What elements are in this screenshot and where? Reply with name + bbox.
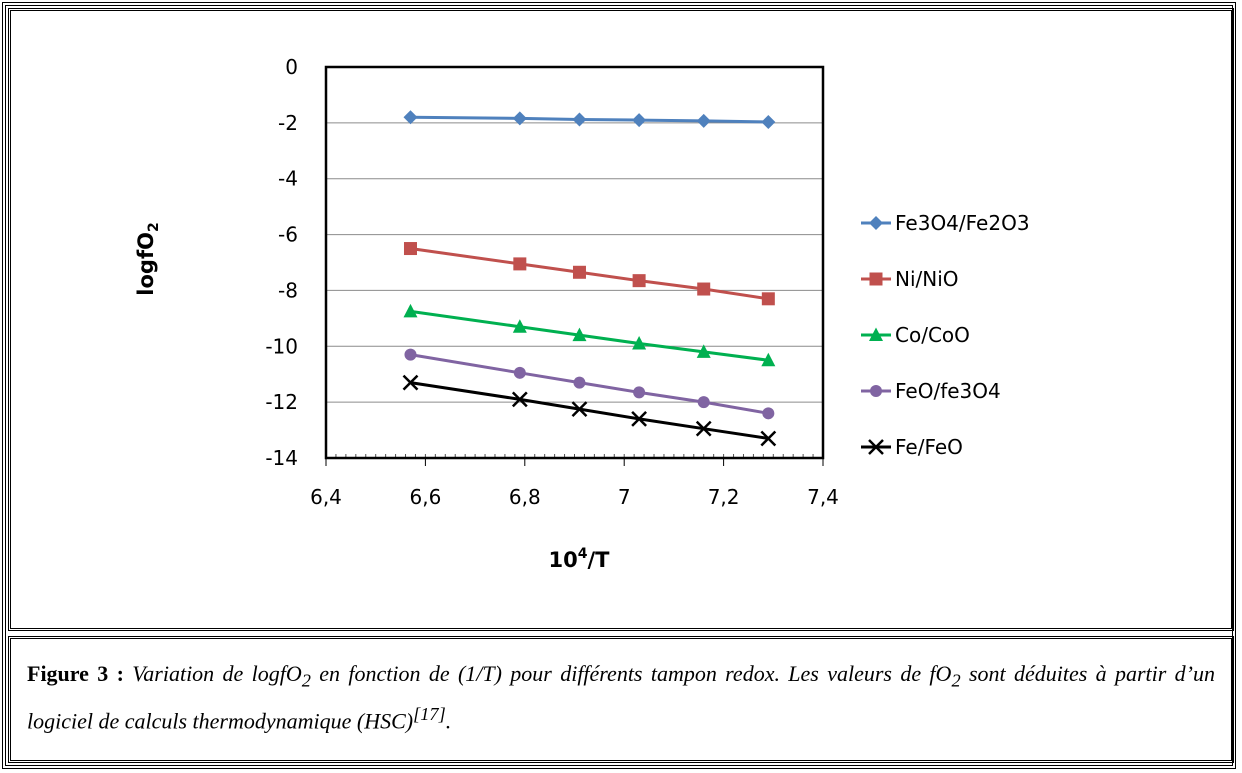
- data-point-co-coo: [572, 327, 587, 342]
- data-point-fe-feo: [511, 391, 528, 408]
- data-point-fe3o4-fe2o3: [696, 113, 711, 128]
- legend-marker-fe3o4-fe2o3: [869, 216, 883, 230]
- y-tick-label: -14: [265, 446, 298, 470]
- series-line-fe3o4-fe2o3: [410, 115, 769, 124]
- data-point-feo-fe3o4: [513, 366, 526, 379]
- data-point-fe3o4-fe2o3: [572, 112, 587, 127]
- data-point-ni-nio: [513, 257, 527, 271]
- x-marker-stroke: [402, 374, 419, 391]
- y-tick-label: -10: [265, 334, 298, 358]
- caption-text-3: sont déduites à partir d’un logiciel de …: [27, 661, 1216, 734]
- figure-caption: Figure 3 : Variation de logfO2 en foncti…: [8, 636, 1234, 763]
- x-tick-label: 7: [618, 485, 631, 509]
- data-point-fe3o4-fe2o3: [512, 111, 527, 126]
- legend-marker-ni-nio: [869, 272, 883, 286]
- legend-label-feo-fe3o4: FeO/fe3O4: [895, 379, 1001, 403]
- data-point-fe-feo: [760, 430, 777, 447]
- legend-marker-fe-feo: [868, 439, 884, 455]
- x-marker-stroke: [631, 411, 647, 427]
- x-tick-label: 7,4: [807, 485, 839, 509]
- y-tick-label: 0: [285, 55, 298, 79]
- legend-marker-co-coo: [869, 327, 883, 341]
- caption-sub-1: 2: [301, 670, 311, 691]
- data-point-feo-fe3o4: [633, 386, 646, 399]
- y-axis-label: logfO2: [134, 222, 162, 295]
- x-marker-stroke: [571, 401, 588, 418]
- x-tick-label: 7,2: [708, 485, 740, 509]
- legend-label-co-coo: Co/CoO: [895, 323, 970, 347]
- caption-sub-2: 2: [951, 670, 961, 691]
- data-point-ni-nio: [697, 282, 711, 296]
- data-point-co-coo: [512, 319, 527, 333]
- line-chart: 0 -2 -4 -6 -8 -10 -12 -14 6,4 6,6 6,8 7 7,2 7,4 Fe3O4…: [134, 55, 1030, 572]
- data-point-fe-feo: [695, 420, 712, 437]
- series-line-ni-nio: [410, 247, 769, 301]
- y-tick-label: -4: [278, 167, 298, 191]
- x-tick-label: 6,6: [409, 485, 441, 509]
- data-point-feo-fe3o4: [697, 396, 710, 409]
- x-tick-label: 6,8: [509, 485, 541, 509]
- series-line-fe-feo: [410, 381, 769, 440]
- data-point-fe3o4-fe2o3: [761, 115, 776, 130]
- y-tick-label: -6: [278, 223, 298, 247]
- x-tick-label: 6,4: [310, 485, 342, 509]
- data-point-feo-fe3o4: [404, 348, 417, 361]
- y-tick-label: -2: [278, 111, 298, 135]
- data-point-feo-fe3o4: [762, 407, 775, 420]
- legend-marker-feo-fe3o4: [870, 385, 882, 397]
- x-marker-stroke: [760, 430, 777, 447]
- caption-label: Figure 3 :: [27, 661, 124, 686]
- caption-text-4: .: [445, 708, 452, 734]
- caption-reference: [17]: [413, 704, 446, 725]
- data-point-ni-nio: [761, 292, 775, 306]
- caption-text-2: en fonction de (1/T) pour différents tam…: [310, 661, 952, 686]
- data-point-feo-fe3o4: [573, 376, 586, 389]
- data-point-fe3o4-fe2o3: [403, 110, 418, 125]
- data-point-ni-nio: [403, 242, 417, 256]
- x-marker-stroke: [511, 391, 528, 408]
- x-marker-stroke: [868, 439, 884, 455]
- plot-area-border: [324, 65, 825, 460]
- x-marker-stroke: [695, 420, 712, 437]
- data-point-fe-feo: [631, 411, 647, 427]
- data-point-co-coo: [696, 344, 711, 358]
- legend-label-ni-nio: Ni/NiO: [895, 267, 959, 291]
- y-tick-label: -12: [265, 390, 298, 414]
- caption-text-1: Variation de logfO: [123, 661, 302, 686]
- y-tick-label: -8: [278, 278, 298, 302]
- x-axis-label: 104/T: [549, 546, 611, 572]
- data-point-fe3o4-fe2o3: [632, 113, 647, 128]
- data-point-ni-nio: [572, 265, 586, 279]
- series-line-feo-fe3o4: [410, 353, 769, 415]
- data-point-ni-nio: [632, 274, 646, 288]
- series-line-co-coo: [410, 309, 769, 362]
- data-point-co-coo: [632, 335, 647, 350]
- data-point-co-coo: [761, 352, 776, 367]
- data-point-fe-feo: [402, 374, 419, 391]
- legend-label-fe-feo: Fe/FeO: [895, 435, 963, 459]
- legend-label-fe3o4-fe2o3: Fe3O4/Fe2O3: [895, 211, 1030, 235]
- data-point-co-coo: [403, 303, 418, 318]
- chart-frame: 0 -2 -4 -6 -8 -10 -12 -14 6,4 6,6 6,8 7 7,2 7,4 Fe3O4…: [8, 8, 1234, 631]
- data-point-fe-feo: [571, 401, 588, 418]
